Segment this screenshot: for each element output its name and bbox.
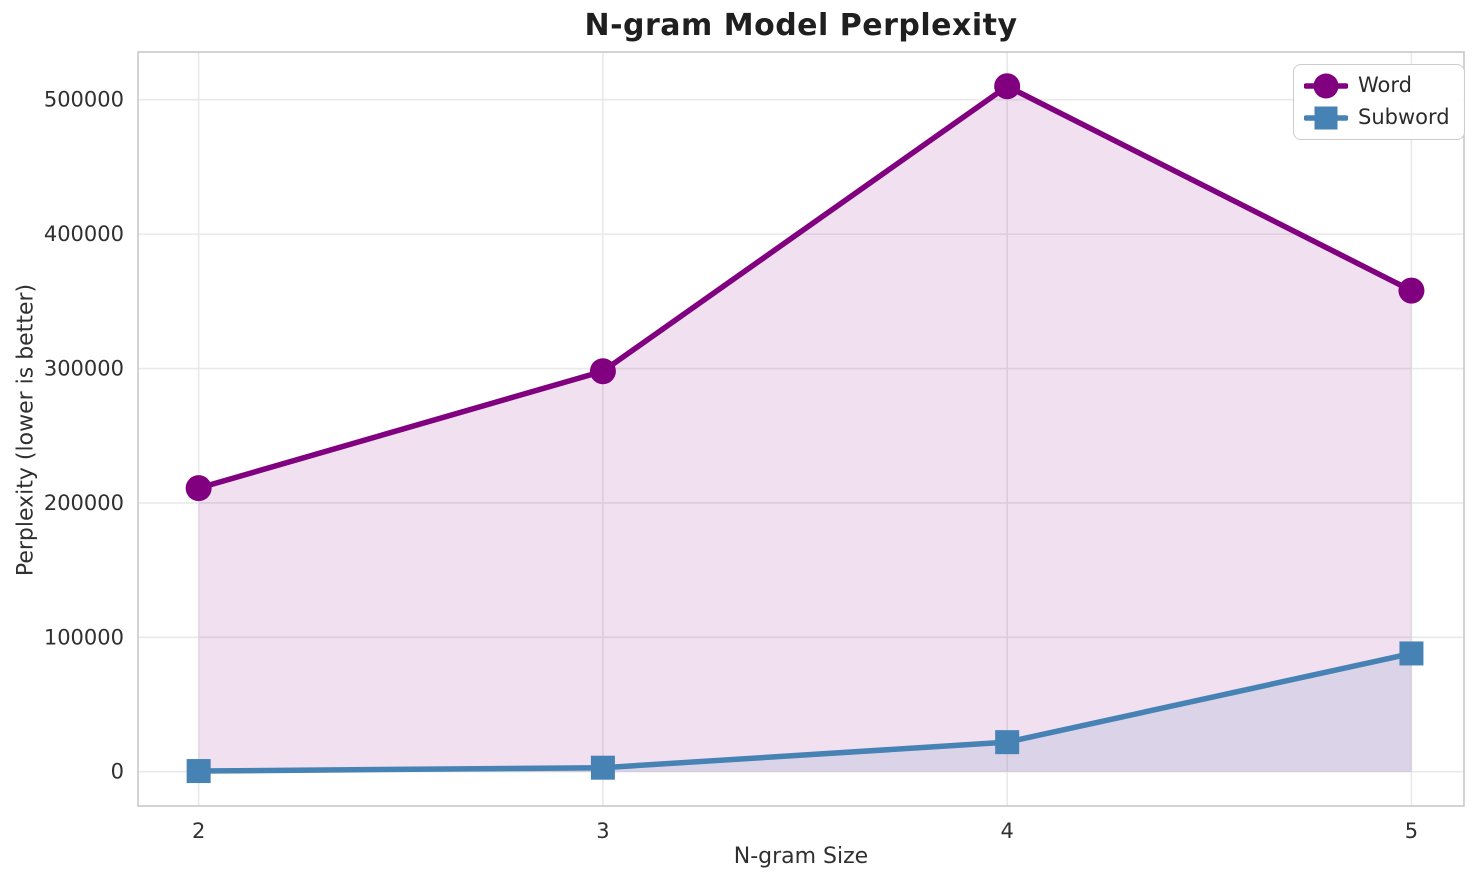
subword-line — [195, 650, 1415, 774]
subword-data-point — [590, 755, 615, 780]
plot-border — [137, 51, 1465, 807]
subword-area-fill — [198, 653, 1412, 772]
y-tick-label: 0 — [111, 760, 124, 784]
legend: Word Subword — [1293, 64, 1465, 140]
x-tick-label: 4 — [1000, 819, 1013, 843]
x-tick-label: 3 — [596, 819, 609, 843]
subword-series-marker-icon — [1304, 106, 1348, 130]
y-tick-label: 100000 — [44, 625, 124, 649]
legend-label-word: Word — [1358, 73, 1412, 98]
subword-data-point — [995, 730, 1020, 755]
word-area-fill — [198, 86, 1412, 772]
word-data-point — [589, 358, 616, 385]
chart-title: N-gram Model Perplexity — [584, 8, 1018, 43]
y-tick-label: 400000 — [44, 222, 124, 246]
word-data-point — [185, 475, 212, 502]
word-line — [195, 83, 1415, 491]
legend-item-word: Word — [1304, 72, 1450, 100]
subword-data-point — [186, 759, 211, 784]
word-data-point — [1398, 277, 1425, 304]
word-data-point — [994, 73, 1021, 100]
y-axis-label: Perplexity (lower is better) — [13, 283, 39, 577]
y-tick-label: 300000 — [44, 357, 124, 381]
subword-data-point — [1399, 641, 1424, 666]
word-series-marker-icon — [1304, 73, 1348, 99]
y-tick-label: 500000 — [44, 88, 124, 112]
x-tick-label: 5 — [1405, 819, 1418, 843]
y-tick-label: 200000 — [44, 491, 124, 515]
legend-item-subword: Subword — [1304, 104, 1450, 132]
x-axis-label: N-gram Size — [733, 844, 869, 869]
legend-label-subword: Subword — [1358, 105, 1450, 130]
x-tick-label: 2 — [192, 819, 205, 843]
